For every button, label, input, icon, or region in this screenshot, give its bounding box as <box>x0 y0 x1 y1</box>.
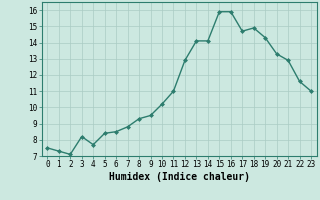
X-axis label: Humidex (Indice chaleur): Humidex (Indice chaleur) <box>109 172 250 182</box>
